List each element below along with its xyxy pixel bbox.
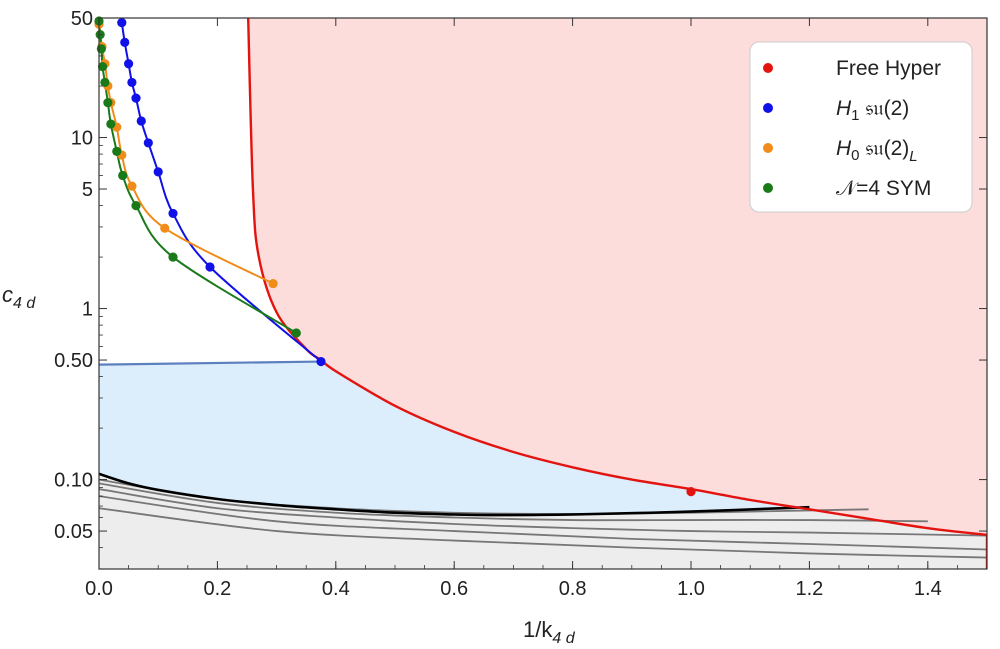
x-axis-label: 1/k4 d — [523, 617, 576, 647]
bound-curve — [99, 472, 810, 517]
data-points — [94, 16, 696, 497]
legend-marker-3 — [763, 143, 773, 153]
point-n-4-sym-7 — [112, 146, 122, 156]
x-tick-label: 1.4 — [914, 578, 942, 600]
x-tick-label: 1.2 — [795, 578, 823, 600]
x-tick-label: 0.8 — [559, 578, 587, 600]
point-h1-su-2--1 — [120, 37, 130, 47]
y-tick-label: 0.50 — [54, 350, 93, 372]
point-h1-su-2--2 — [124, 59, 134, 69]
point-n-4-sym-10 — [168, 252, 178, 262]
legend-marker-4 — [763, 183, 773, 193]
region-boundary-line — [99, 360, 322, 366]
y-axis-label-main: c — [2, 282, 13, 307]
point-h1-su-2--5 — [136, 116, 146, 126]
legend-label-1: Free Hyper — [836, 57, 941, 80]
legend-label-4: 𝒩=4 SYM — [836, 177, 931, 200]
point-h1-su-2--3 — [127, 77, 137, 88]
point-n-4-sym-9 — [131, 200, 141, 211]
legend: Free Hyper H1 𝔰𝔲(2) H0 𝔰𝔲(2)L 𝒩=4 SYM — [749, 41, 973, 213]
point-free-hyper-0 — [686, 487, 696, 497]
point-n-4-sym-3 — [97, 61, 108, 72]
point-h1-su-2--8 — [168, 208, 178, 219]
axis-labels: 1/k4 dc4 d — [2, 282, 576, 647]
y-axis-label-sub: 4 d — [13, 295, 36, 312]
gray-curve-4 — [99, 495, 987, 551]
x-tick-label: 1.0 — [677, 578, 705, 600]
y-tick-label: 0.05 — [54, 521, 93, 543]
point-h1-su-2--7 — [153, 167, 163, 177]
point-h1-su-2--4 — [131, 93, 141, 103]
x-tick-label: 0.6 — [440, 578, 468, 600]
point-n-4-sym-4 — [100, 77, 110, 88]
gray-curve-2 — [99, 482, 928, 523]
x-axis-label-main: 1/k — [523, 617, 553, 642]
point-n-4-sym-11 — [291, 328, 301, 338]
legend-box — [749, 41, 973, 213]
legend-label-3: H0 𝔰𝔲(2)L — [836, 137, 918, 165]
point-h0-su-2-l-8 — [160, 223, 170, 233]
point-n-4-sym-5 — [103, 98, 113, 108]
point-h1-su-2--9 — [205, 262, 215, 272]
y-axis-label: c4 d — [2, 282, 36, 312]
y-tick-label: 1 — [82, 299, 93, 321]
gray-curve-3 — [99, 488, 987, 537]
point-h0-su-2-l-9 — [268, 278, 278, 289]
point-n-4-sym-6 — [106, 119, 116, 129]
x-tick-label: 0.4 — [322, 578, 350, 600]
point-n-4-sym-8 — [118, 170, 128, 181]
series-line-h0-su-2-l — [99, 24, 274, 285]
y-tick-label: 50 — [71, 8, 93, 30]
point-h1-su-2--10 — [316, 356, 326, 367]
legend-marker-2 — [763, 103, 773, 113]
axis-ticks: 0.0 0.2 0.4 0.6 0.8 1.0 1.2 1.4 0.05 0.10 0.50 1 5 10… — [54, 8, 988, 600]
gray-curve-5 — [99, 507, 987, 559]
y-tick-label: 5 — [82, 179, 93, 201]
point-h1-su-2--6 — [143, 138, 153, 148]
point-h1-su-2--0 — [117, 17, 127, 28]
point-n-4-sym-2 — [96, 44, 106, 54]
excluded-region — [99, 473, 987, 569]
x-tick-label: 0.2 — [203, 578, 231, 600]
point-h0-su-2-l-7 — [127, 181, 137, 191]
legend-label-2: H1 𝔰𝔲(2) — [836, 97, 909, 124]
x-tick-label: 0.0 — [85, 578, 113, 600]
free-hyper-curve — [246, 18, 987, 537]
y-tick-label: 0.10 — [54, 470, 93, 492]
legend-marker-1 — [763, 63, 773, 73]
allowed-region — [99, 360, 810, 516]
y-tick-label: 10 — [71, 128, 93, 150]
x-axis-label-sub: 4 d — [552, 630, 575, 647]
